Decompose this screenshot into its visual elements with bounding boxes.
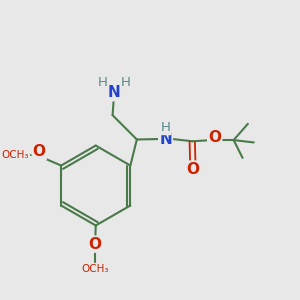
Text: O: O <box>88 237 102 252</box>
Text: O: O <box>186 162 199 177</box>
Text: O: O <box>33 144 46 159</box>
Text: OCH₃: OCH₃ <box>2 150 29 160</box>
Text: N: N <box>108 85 120 100</box>
Text: N: N <box>159 132 172 147</box>
Text: O: O <box>208 130 221 145</box>
Text: H: H <box>121 76 131 89</box>
Text: H: H <box>160 121 170 134</box>
Text: OCH₃: OCH₃ <box>81 264 109 274</box>
Text: H: H <box>98 76 108 89</box>
